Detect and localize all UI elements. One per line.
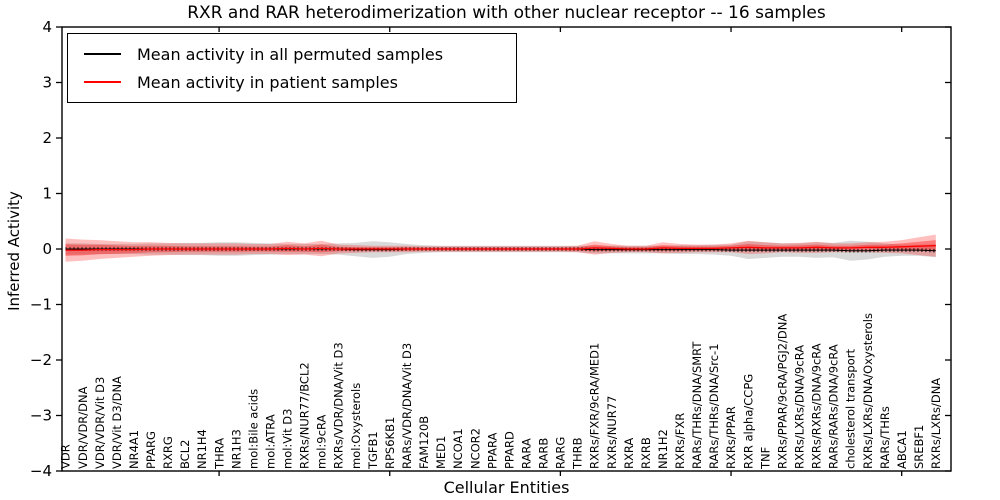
x-tick-label: RXRs/VDR/DNA/Vit D3 xyxy=(332,342,346,469)
patient-std-band xyxy=(65,234,936,262)
x-tick-label: RXRs/PPAR/9cRA/PGJ2/DNA xyxy=(775,314,789,469)
x-tick-label: RARs/THRs/DNA/Src-1 xyxy=(707,343,721,469)
x-tick-label: PPARD xyxy=(502,431,516,469)
x-tick-label: SREBF1 xyxy=(912,425,926,469)
x-tick-label: FAM120B xyxy=(417,416,431,469)
y-tick-label: −4 xyxy=(30,462,52,480)
y-tick-label: −2 xyxy=(30,351,52,369)
x-tick-label: mol:Bile acids xyxy=(246,389,260,469)
y-tick-label: 2 xyxy=(42,129,52,147)
patient-mean-line xyxy=(65,245,936,251)
chart-title: RXR and RAR heterodimerization with othe… xyxy=(187,3,826,23)
x-tick-label: RXRs/LXRs/DNA/9cRA xyxy=(792,345,806,469)
x-tick-label: RXRs/NUR77 xyxy=(605,396,619,469)
x-tick-label: NR4A1 xyxy=(127,430,141,469)
y-tick-label: 4 xyxy=(42,18,52,36)
x-tick-label: PPARG xyxy=(144,431,158,469)
y-axis-label: Inferred Activity xyxy=(5,191,23,311)
y-tick-label: 3 xyxy=(42,74,52,92)
x-tick-label: RXRs/LXRs/DNA/Oxysterols xyxy=(861,313,875,469)
red-line-sample xyxy=(84,81,121,83)
x-tick-label: RXRs/NUR77/BCL2 xyxy=(298,362,312,469)
x-tick-label: RXRs/PPAR xyxy=(724,406,738,469)
x-tick-label: mol:ATRA xyxy=(263,414,277,469)
x-tick-label: TGFB1 xyxy=(366,431,380,470)
x-tick-label: VDR/VDR/DNA xyxy=(76,386,90,469)
x-tick-label: RARA xyxy=(519,438,533,469)
x-tick-label: RXR alpha/CCPG xyxy=(741,374,755,469)
x-tick-label: BCL2 xyxy=(178,440,192,469)
x-tick-label: RXRG xyxy=(161,436,175,469)
x-tick-label: VDR/Vit D3/DNA xyxy=(110,376,124,469)
x-tick-label: ABCA1 xyxy=(895,430,909,469)
x-tick-label: TNF xyxy=(758,447,772,470)
patient-inner-band xyxy=(65,240,936,256)
y-tick-label: 0 xyxy=(42,240,52,258)
y-tick-label: 1 xyxy=(42,185,52,203)
x-axis-label: Cellular Entities xyxy=(443,478,570,497)
legend-item-permuted: Mean activity in all permuted samples xyxy=(68,40,516,68)
x-tick-label: NCOA1 xyxy=(451,428,465,469)
x-tick-label: RXRB xyxy=(639,437,653,469)
x-tick-label: RXRA xyxy=(622,438,636,469)
x-tick-label: PPARA xyxy=(485,432,499,469)
y-tick-label: −3 xyxy=(30,407,52,425)
x-tick-label: mol:Vit D3 xyxy=(281,409,295,469)
y-tick-label: −1 xyxy=(30,296,52,314)
x-tick-label: NCOR2 xyxy=(468,428,482,469)
x-tick-label: NR1H2 xyxy=(656,429,670,469)
x-tick-label: VDR xyxy=(59,444,73,469)
x-tick-label: MED1 xyxy=(434,436,448,469)
x-tick-label: RARs/THRs/DNA/SMRT xyxy=(690,341,704,469)
x-tick-label: THRA xyxy=(212,438,226,470)
x-tick-label: NR1H3 xyxy=(229,429,243,469)
x-tick-label: NR1H4 xyxy=(195,429,209,469)
x-tick-label: RXRs/FXR/9cRA/MED1 xyxy=(588,343,602,469)
x-tick-label: RPS6KB1 xyxy=(383,417,397,469)
legend-label-permuted: Mean activity in all permuted samples xyxy=(137,44,444,64)
legend-label-patient: Mean activity in patient samples xyxy=(137,72,398,92)
x-tick-label: RXRs/RXRs/DNA/9cRA xyxy=(810,343,824,469)
legend-item-patient: Mean activity in patient samples xyxy=(68,68,516,96)
x-tick-label: RARs/VDR/DNA/Vit D3 xyxy=(400,343,414,469)
x-tick-label: RXRs/LXRs/DNA xyxy=(929,378,943,469)
x-tick-label: RARG xyxy=(554,437,568,469)
legend: Mean activity in all permuted samples Me… xyxy=(67,33,517,103)
x-tick-label: THRB xyxy=(571,437,585,470)
x-tick-label: VDR/VDR/Vit D3 xyxy=(93,377,107,469)
x-tick-label: cholesterol transport xyxy=(844,349,858,469)
black-line-sample xyxy=(84,53,121,55)
x-tick-label: mol:Oxysterols xyxy=(349,383,363,469)
x-tick-label: RXRs/FXR xyxy=(673,413,687,469)
x-tick-label: RARB xyxy=(537,438,551,469)
permuted-std-band xyxy=(65,240,936,261)
x-tick-label: RARs/THRs xyxy=(878,406,892,469)
x-tick-label: RARs/RARs/DNA/9cRA xyxy=(827,344,841,469)
x-tick-label: mol:9cRA xyxy=(315,415,329,469)
